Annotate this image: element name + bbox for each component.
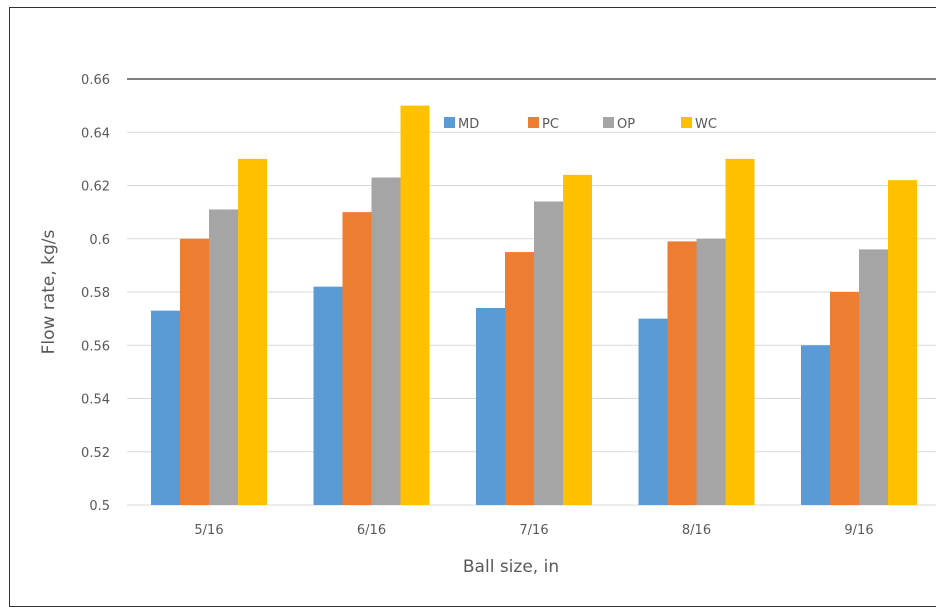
bar-op-5-16 (209, 209, 238, 505)
legend-label: OP (617, 117, 635, 132)
y-tick-label: 0.6 (89, 233, 110, 248)
legend-label: WC (695, 117, 717, 132)
y-tick-label: 0.56 (81, 339, 110, 354)
bar-pc-7-16 (505, 252, 534, 505)
bar-op-9-16 (859, 249, 888, 505)
legend-item-pc: PC (528, 117, 559, 132)
legend: MD PC OP WC (444, 117, 717, 132)
legend-item-op: OP (603, 117, 635, 132)
y-tick-label: 0.62 (81, 180, 110, 195)
x-tick-labels: 5/16 6/16 7/16 8/16 9/16 (194, 523, 873, 538)
y-tick-label: 0.58 (81, 286, 110, 301)
legend-swatch (444, 117, 455, 128)
legend-swatch (528, 117, 539, 128)
y-tick-label: 0.64 (81, 126, 110, 141)
bar-op-8-16 (696, 238, 726, 505)
bar-md-9-16 (801, 345, 830, 505)
legend-item-wc: WC (681, 117, 717, 132)
bars (151, 105, 917, 506)
bar-chart: 0.5 0.52 0.54 0.56 0.58 0.6 0.62 0.64 0.66 5/16 6… (39, 73, 936, 577)
bar-pc-8-16 (667, 241, 697, 505)
bar-pc-6-16 (342, 212, 372, 505)
bar-wc-6-16 (400, 105, 430, 505)
bar-wc-7-16 (563, 174, 592, 505)
bar-pc-9-16 (830, 292, 859, 505)
legend-item-md: MD (444, 117, 479, 132)
bar-md-8-16 (638, 318, 668, 505)
x-tick-label: 8/16 (682, 523, 711, 538)
bar-md-7-16 (476, 307, 505, 505)
bar-wc-8-16 (725, 158, 755, 505)
x-tick-label: 9/16 (844, 523, 873, 538)
y-tick-label: 0.66 (81, 73, 110, 88)
bar-wc-5-16 (238, 158, 267, 505)
bar-wc-9-16 (888, 180, 917, 506)
y-tick-label: 0.54 (81, 393, 110, 408)
bar-op-7-16 (534, 201, 563, 505)
bar-md-5-16 (151, 310, 180, 505)
x-tick-label: 6/16 (357, 523, 386, 538)
y-tick-label: 0.5 (89, 499, 110, 514)
legend-label: MD (458, 117, 479, 132)
y-tick-label: 0.52 (81, 446, 110, 461)
legend-swatch (603, 117, 614, 128)
bar-op-6-16 (371, 177, 401, 505)
x-tick-label: 7/16 (519, 523, 548, 538)
legend-label: PC (542, 117, 559, 132)
bar-md-6-16 (313, 286, 343, 505)
x-axis-title: Ball size, in (463, 557, 559, 577)
legend-swatch (681, 117, 692, 128)
y-axis-title: Flow rate, kg/s (39, 229, 59, 354)
y-tick-labels: 0.5 0.52 0.54 0.56 0.58 0.6 0.62 0.64 0.66 (81, 73, 110, 514)
x-tick-label: 5/16 (194, 523, 223, 538)
bar-pc-5-16 (180, 238, 209, 505)
